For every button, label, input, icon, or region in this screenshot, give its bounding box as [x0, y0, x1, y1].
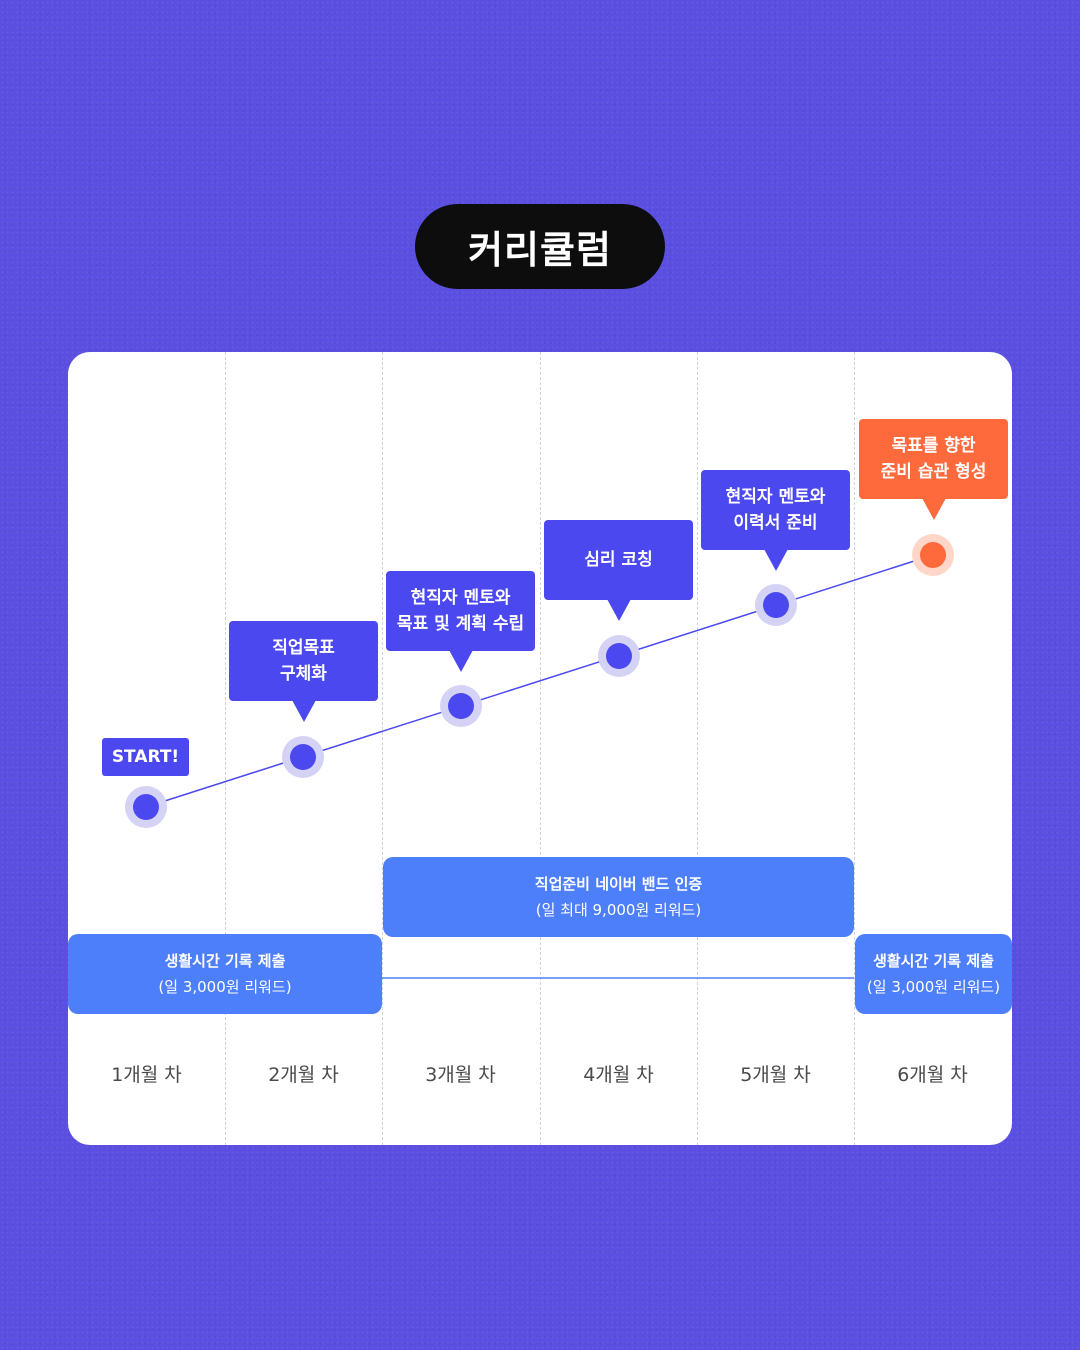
month-label: 6개월 차	[897, 1064, 968, 1086]
bar-title: 생활시간 기록 제출	[873, 952, 994, 970]
month-label: 5개월 차	[740, 1064, 811, 1086]
column-divider	[382, 352, 383, 1145]
final-milestone-point	[920, 542, 946, 568]
life-time-bar-left: 생활시간 기록 제출 (일 3,000원 리워드)	[68, 934, 382, 1014]
month-label: 4개월 차	[583, 1064, 654, 1086]
milestone-point	[763, 592, 789, 618]
milestone-text: 이력서 준비	[733, 513, 818, 533]
milestone-text: 준비 습관 형성	[880, 462, 987, 482]
month-label: 1개월 차	[111, 1064, 182, 1086]
progress-line-chart	[125, 534, 954, 979]
bar-subtitle: (일 최대 9,000원 리워드)	[535, 901, 702, 919]
month-label: 3개월 차	[425, 1064, 496, 1086]
bar-title: 직업준비 네이버 밴드 인증	[534, 875, 703, 893]
naver-band-bar: 직업준비 네이버 밴드 인증 (일 최대 9,000원 리워드)	[383, 857, 854, 937]
milestone-text: 직업목표	[272, 638, 335, 658]
milestone-text: 목표를 향한	[891, 436, 976, 456]
column-divider	[697, 352, 698, 1145]
life-time-bar-right: 생활시간 기록 제출 (일 3,000원 리워드)	[855, 934, 1012, 1014]
bar-title: 생활시간 기록 제출	[164, 952, 286, 970]
milestone-bubble-coaching: 심리 코칭	[544, 520, 693, 621]
milestone-text: 현직자 멘토와	[725, 487, 826, 507]
start-label: START!	[102, 738, 189, 776]
milestone-text: 현직자 멘토와	[410, 588, 511, 608]
milestone-text: 목표 및 계획 수립	[396, 614, 525, 634]
month-label: 2개월 차	[268, 1064, 339, 1086]
progress-line	[145, 554, 934, 808]
bar-subtitle: (일 3,000원 리워드)	[866, 978, 1001, 996]
milestone-text: 구체화	[280, 664, 327, 684]
bar-subtitle: (일 3,000원 리워드)	[158, 978, 292, 996]
page-title: 커리큘럼	[415, 204, 665, 289]
column-divider	[854, 352, 855, 1145]
milestone-point	[133, 794, 159, 820]
milestone-point	[290, 744, 316, 770]
milestone-text: 심리 코칭	[584, 550, 653, 570]
milestone-point	[448, 693, 474, 719]
column-divider	[225, 352, 226, 1145]
milestone-point	[606, 643, 632, 669]
column-divider	[540, 352, 541, 1145]
